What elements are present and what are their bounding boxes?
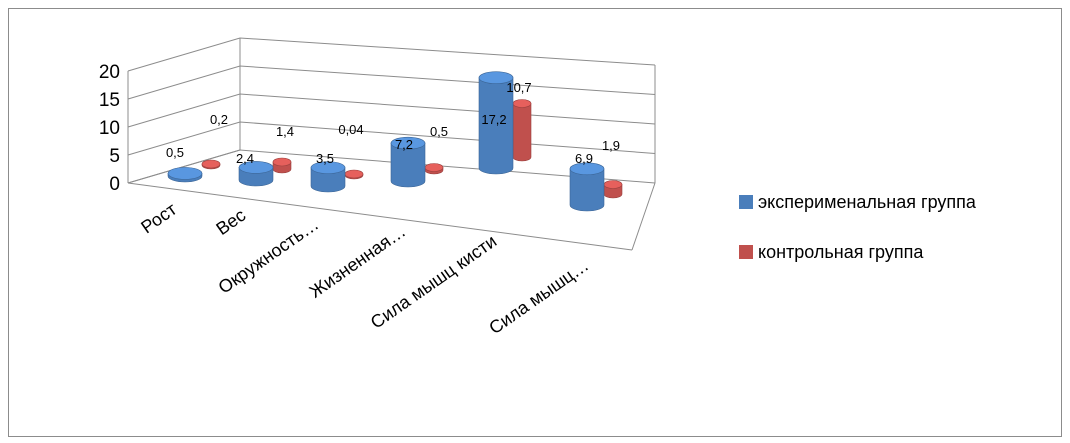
gridline <box>127 93 656 128</box>
category-label: Рост <box>137 199 180 237</box>
floor-right-edge <box>631 182 656 251</box>
data-label-series-2: 0,2 <box>210 112 228 127</box>
bar-series-1 <box>478 71 514 175</box>
bar-top <box>569 162 605 176</box>
category-label: Вес <box>212 205 249 239</box>
bar-series-2 <box>272 157 292 174</box>
legend-label: контрольная группа <box>758 242 924 262</box>
data-label-series-1: 17,2 <box>481 112 506 127</box>
data-label-series-2: 1,4 <box>276 124 294 139</box>
bar-top <box>478 71 514 84</box>
data-label-series-2: 1,9 <box>602 138 620 153</box>
bar-top <box>390 136 426 150</box>
gridline <box>127 65 656 100</box>
data-label-series-1: 0,5 <box>166 145 184 160</box>
category-label: Сила мышц… <box>485 255 592 338</box>
bar-body <box>390 142 426 188</box>
floor-front-edge <box>127 182 633 251</box>
chart-frame <box>8 8 1062 437</box>
bar-series-1 <box>310 161 346 193</box>
bar-top <box>238 161 274 174</box>
bar-series-2 <box>201 159 221 170</box>
legend: эксперименальная группа контрольная групп… <box>739 192 977 262</box>
y-tick-label: 15 <box>99 90 120 111</box>
bar-body <box>310 167 346 193</box>
data-label-series-1: 2,4 <box>236 151 254 166</box>
data-label-series-2: 0,04 <box>338 122 363 137</box>
bar-top <box>272 157 292 167</box>
bar-body <box>569 168 605 212</box>
bar-top <box>310 161 346 174</box>
bar-top <box>201 159 221 169</box>
y-axis-ticks: 0 5 10 15 20 <box>99 62 120 195</box>
category-label: Жизненная… <box>306 221 410 302</box>
legend-label: эксперименальная группа <box>758 192 977 212</box>
y-tick-label: 0 <box>109 174 120 195</box>
bar-series-2 <box>424 163 444 175</box>
data-label-series-1: 7,2 <box>395 137 413 152</box>
bar-series-1 <box>238 161 274 187</box>
bar-series-2 <box>603 180 623 199</box>
legend-swatch <box>739 245 753 259</box>
data-label-series-2: 0,5 <box>430 124 448 139</box>
bar-series-1 <box>569 162 605 212</box>
bars <box>167 71 623 212</box>
data-label-series-1: 3,5 <box>316 151 334 166</box>
bar-series-2 <box>344 169 364 180</box>
bar-top <box>167 167 203 180</box>
gridline <box>127 149 656 184</box>
bar-series-2 <box>512 99 532 162</box>
bar-top <box>512 99 532 108</box>
data-labels: 0,5 2,4 3,5 7,2 17,2 6,9 0,2 1,4 0,04 0,5 10,7 1,9 <box>166 80 620 166</box>
y-tick-label: 10 <box>99 118 120 139</box>
y-tick-label: 5 <box>109 146 120 167</box>
data-label-series-2: 10,7 <box>506 80 531 95</box>
bar-series-1 <box>167 167 203 183</box>
bar-top <box>424 163 444 172</box>
bar-series-1 <box>390 136 426 188</box>
bar-body <box>512 103 532 162</box>
bar-body <box>478 77 514 175</box>
gridline <box>127 37 656 72</box>
y-tick-label: 20 <box>99 62 120 83</box>
data-label-series-1: 6,9 <box>575 151 593 166</box>
bar-top <box>344 169 364 179</box>
legend-swatch <box>739 195 753 209</box>
bar-top <box>603 180 623 189</box>
